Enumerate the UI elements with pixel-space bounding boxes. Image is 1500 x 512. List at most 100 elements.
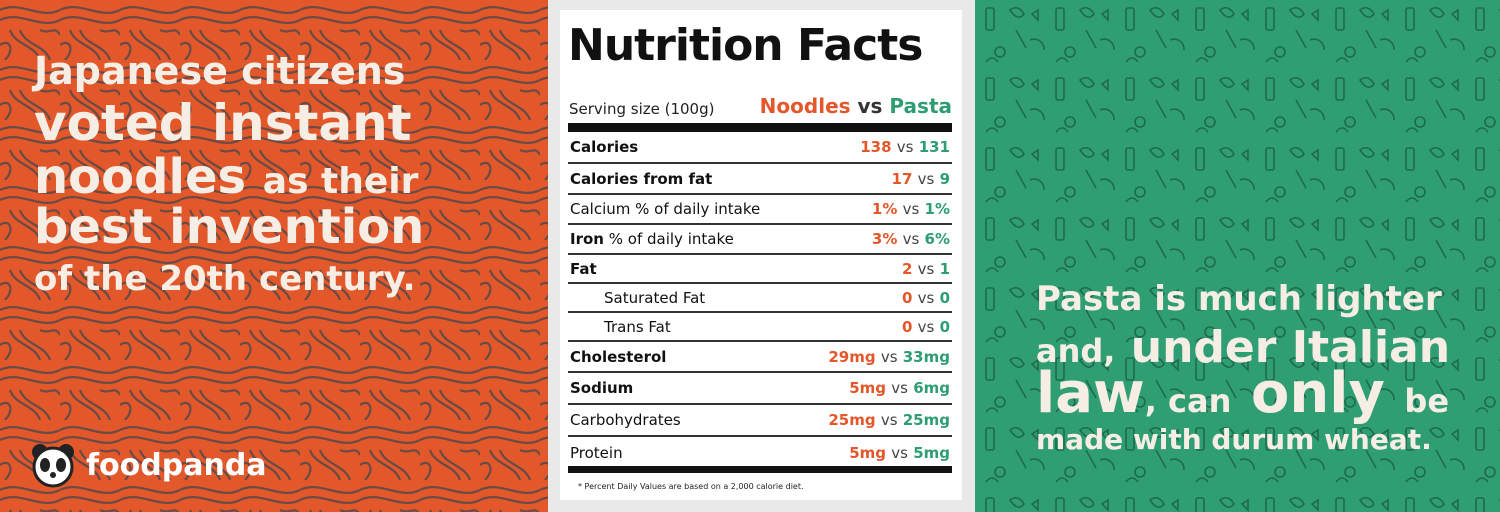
pasta-value: 33mg <box>902 347 950 366</box>
noodles-value: 138 <box>860 138 892 156</box>
nutrient-row: Protein 5mg vs 5mg <box>568 437 952 469</box>
pasta-value: 9 <box>939 169 950 188</box>
nutrient-label: Trans Fat <box>570 318 671 336</box>
vs-label: vs <box>917 259 935 278</box>
vs-label: vs <box>917 169 935 188</box>
fact-text: Pasta is much lighter <box>1036 279 1442 319</box>
nutrient-values: 17 vs 9 <box>892 170 950 188</box>
headline: voted instant <box>34 94 412 152</box>
headline: of the 20th century. <box>34 259 416 299</box>
vs-label: vs <box>857 94 883 118</box>
nutrient-values: 138 vs 131 <box>860 138 950 156</box>
nutrient-label: Calories <box>570 138 638 156</box>
pasta-value: 5mg <box>913 444 950 462</box>
nutrient-values: 1% vs 1% <box>872 200 950 218</box>
nutrient-row: Cholesterol 29mg vs 33mg <box>568 342 952 373</box>
divider-thick <box>568 123 952 132</box>
headline-part: as their <box>262 161 419 202</box>
nutrient-label: Cholesterol <box>570 348 666 366</box>
nutrient-name: Calories from fat <box>570 169 713 188</box>
nutrient-name: Fat <box>570 259 597 278</box>
nutrient-row: Trans Fat 0 vs 0 <box>568 313 952 342</box>
nutrient-note: % of daily intake <box>635 200 761 218</box>
nutrient-label: Calcium % of daily intake <box>570 200 760 218</box>
nutrient-values: 5mg vs 5mg <box>849 444 950 462</box>
nutrient-values: 0 vs 0 <box>902 318 950 336</box>
nutrient-values: 2 vs 1 <box>902 260 950 278</box>
nutrient-name: Carbohydrates <box>570 411 681 429</box>
fact-part: law <box>1036 361 1145 426</box>
pasta-value: 25mg <box>902 411 950 429</box>
pasta-value: 0 <box>939 317 950 336</box>
panda-icon <box>32 444 74 488</box>
noodles-value: 0 <box>901 288 913 307</box>
fact-part: be <box>1404 382 1450 420</box>
pasta-value: 1 <box>939 259 950 278</box>
nutrition-card: Nutrition Facts Serving size (100g) Nood… <box>560 10 962 500</box>
nutrient-name: Iron <box>570 230 604 248</box>
noodles-value: 2 <box>901 259 913 278</box>
fact-part: and, <box>1036 332 1116 370</box>
nutrient-name: Calcium <box>570 200 631 218</box>
headline: Japanese citizens <box>34 49 406 93</box>
vs-label: vs <box>891 444 908 462</box>
pasta-value: 6% <box>924 230 950 248</box>
brand-name: foodpanda <box>86 447 267 483</box>
fact-part: under Italian <box>1130 322 1451 373</box>
nutrient-name: Calories <box>570 138 639 156</box>
nutrient-label: Carbohydrates <box>570 411 681 429</box>
pasta-value: 131 <box>918 138 950 156</box>
vs-label: vs <box>917 288 935 307</box>
nutrient-row: Carbohydrates 25mg vs 25mg <box>568 405 952 437</box>
nutrient-name: Trans Fat <box>604 317 671 336</box>
noodles-value: 0 <box>901 317 913 336</box>
nutrient-values: 3% vs 6% <box>872 230 950 248</box>
footnote: * Percent Daily Values are based on a 2,… <box>578 482 804 491</box>
nutrient-name: Cholesterol <box>570 347 667 366</box>
vs-label: vs <box>880 347 898 366</box>
brand-logo: foodpanda <box>30 442 267 488</box>
fact-part: only <box>1250 361 1385 426</box>
vs-label: vs <box>880 411 898 429</box>
nutrient-values: 29mg vs 33mg <box>828 348 950 366</box>
vs-label: vs <box>902 230 920 248</box>
fact-text: and, under Italian <box>1036 326 1450 370</box>
nutrient-row: Saturated Fat 0 vs 0 <box>568 284 952 313</box>
nutrient-label: Sodium <box>570 379 633 397</box>
vs-label: vs <box>917 317 935 336</box>
nutrient-name: Sodium <box>570 379 634 397</box>
table-title: Nutrition Facts <box>568 20 923 71</box>
nutrient-row: Calories from fat 17 vs 9 <box>568 164 952 195</box>
pasta-value: 1% <box>924 200 950 218</box>
nutrient-values: 0 vs 0 <box>902 289 950 307</box>
nutrient-name: Saturated Fat <box>604 288 706 307</box>
vs-label: vs <box>902 200 920 218</box>
nutrient-values: 25mg vs 25mg <box>828 411 950 429</box>
vs-label: vs <box>891 379 908 397</box>
noodles-value: 17 <box>891 169 913 188</box>
fact-text: law, can only be <box>1036 366 1449 422</box>
nutrient-row: Iron % of daily intake 3% vs 6% <box>568 225 952 255</box>
noodles-value: 5mg <box>849 444 887 462</box>
pasta-value: 0 <box>939 288 950 307</box>
nutrient-label: Saturated Fat <box>570 289 705 307</box>
fact-text: made with durum wheat. <box>1036 423 1432 456</box>
noodles-value: 1% <box>871 200 898 218</box>
nutrient-row: Sodium 5mg vs 6mg <box>568 373 952 405</box>
pasta-label: Pasta <box>889 94 952 118</box>
headline: noodles as their <box>34 153 418 201</box>
noodles-value: 3% <box>871 230 898 248</box>
nutrient-label: Iron % of daily intake <box>570 230 734 248</box>
fact-part: , can <box>1144 382 1232 420</box>
noodles-label: Noodles <box>759 94 851 118</box>
nutrient-row: Calcium % of daily intake 1% vs 1% <box>568 195 952 225</box>
divider-thick <box>568 466 952 473</box>
nutrient-row: Fat 2 vs 1 <box>568 255 952 284</box>
comparison-header: Noodles vs Pasta <box>760 94 952 118</box>
noodles-value: 29mg <box>828 347 876 366</box>
noodles-value: 5mg <box>849 379 887 397</box>
nutrient-label: Protein <box>570 444 623 462</box>
nutrient-label: Calories from fat <box>570 170 712 188</box>
nutrient-row: Calories 138 vs 131 <box>568 132 952 164</box>
